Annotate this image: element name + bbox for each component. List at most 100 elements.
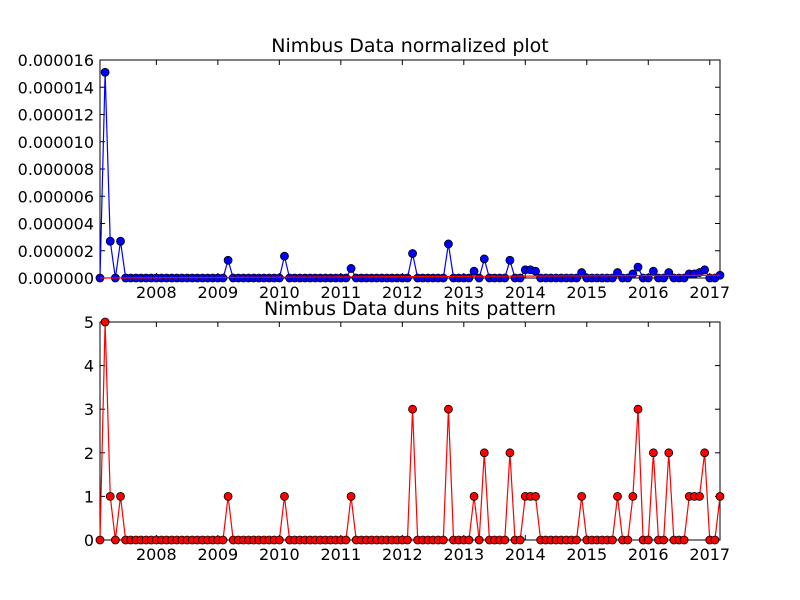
x-tick-label: 2009 bbox=[197, 545, 238, 564]
x-tick-label: 2011 bbox=[320, 283, 361, 302]
y-tick-label: 2 bbox=[84, 444, 94, 463]
data-point bbox=[479, 254, 489, 264]
data-point bbox=[444, 404, 453, 414]
data-point bbox=[648, 448, 658, 458]
duns-hits-panel: Nimbus Data duns hits pattern 0 1 2 3 4 5 2008… bbox=[84, 298, 730, 564]
x-tick-label: 2017 bbox=[689, 545, 730, 564]
x-tick-label: 2015 bbox=[566, 283, 607, 302]
data-point bbox=[341, 273, 351, 283]
data-point bbox=[577, 268, 587, 277]
data-point bbox=[116, 236, 125, 246]
data-point bbox=[105, 236, 115, 246]
data-point bbox=[500, 273, 510, 283]
data-point bbox=[531, 266, 540, 276]
x-tick-label: 2014 bbox=[505, 545, 546, 564]
y-tick-label: 1 bbox=[84, 487, 94, 506]
y-tick-label: 0.000000 bbox=[18, 269, 94, 288]
data-point bbox=[105, 491, 115, 501]
data-point bbox=[408, 404, 417, 414]
y-tick-label: 0.000010 bbox=[18, 133, 94, 152]
data-point bbox=[474, 273, 484, 283]
data-point bbox=[110, 535, 120, 545]
x-tick-label: 2012 bbox=[382, 545, 423, 564]
data-point bbox=[408, 249, 417, 258]
x-tick-label: 2013 bbox=[443, 545, 484, 564]
x-tick-label: 2015 bbox=[566, 545, 607, 564]
y-tick-label: 0.000002 bbox=[18, 242, 94, 261]
chart-title: Nimbus Data duns hits pattern bbox=[264, 298, 556, 320]
data-point bbox=[341, 535, 351, 545]
data-point bbox=[438, 273, 448, 283]
x-tick-label: 2016 bbox=[628, 545, 669, 564]
data-point bbox=[700, 448, 710, 458]
data-point bbox=[623, 535, 633, 545]
data-point bbox=[633, 404, 643, 414]
x-tick-label: 2016 bbox=[628, 283, 669, 302]
data-point bbox=[715, 491, 725, 501]
x-tick-label: 2010 bbox=[259, 283, 300, 302]
data-point bbox=[700, 265, 710, 275]
x-tick-label: 2017 bbox=[689, 283, 730, 302]
data-point bbox=[223, 491, 233, 501]
x-tick-label: 2011 bbox=[320, 545, 361, 564]
x-tick-label: 2010 bbox=[259, 545, 300, 564]
data-point bbox=[403, 273, 412, 283]
y-tick-label: 0.000004 bbox=[18, 215, 94, 234]
data-point bbox=[664, 268, 674, 277]
x-tick-label: 2013 bbox=[443, 283, 484, 302]
data-point bbox=[474, 535, 484, 545]
data-point bbox=[505, 448, 515, 458]
data-point bbox=[274, 535, 284, 545]
data-point bbox=[280, 251, 289, 261]
data-point bbox=[613, 268, 622, 277]
data-point bbox=[710, 535, 720, 545]
y-tick-label: 0.000006 bbox=[18, 187, 94, 206]
data-point bbox=[438, 535, 448, 545]
x-tick-label: 2008 bbox=[136, 545, 177, 564]
data-point bbox=[346, 264, 356, 273]
y-tick-label: 4 bbox=[84, 357, 94, 376]
data-point bbox=[223, 255, 233, 265]
data-point bbox=[116, 491, 125, 501]
data-point bbox=[572, 535, 581, 545]
data-point bbox=[515, 535, 525, 545]
data-point bbox=[613, 491, 622, 501]
data-point bbox=[505, 255, 515, 265]
x-tick-label: 2009 bbox=[197, 283, 238, 302]
data-point bbox=[346, 491, 356, 501]
data-point bbox=[218, 535, 228, 545]
y-tick-label: 0.000012 bbox=[18, 106, 94, 125]
y-tick-label: 0.000014 bbox=[18, 78, 94, 97]
x-tick-label: 2008 bbox=[136, 283, 177, 302]
data-point bbox=[695, 491, 704, 501]
y-tick-label: 0.000016 bbox=[18, 51, 94, 70]
data-point bbox=[464, 273, 474, 283]
data-point bbox=[469, 491, 479, 501]
y-tick-label: 5 bbox=[84, 313, 94, 332]
data-point bbox=[648, 266, 658, 276]
y-tick-label: 0 bbox=[84, 531, 94, 550]
data-point bbox=[95, 535, 105, 545]
chart-title: Nimbus Data normalized plot bbox=[271, 35, 548, 57]
data-point bbox=[608, 535, 617, 545]
data-point bbox=[679, 535, 689, 545]
data-point bbox=[403, 535, 412, 545]
y-tick-label: 0.000008 bbox=[18, 160, 94, 179]
data-point bbox=[515, 273, 525, 283]
data-point bbox=[659, 535, 669, 545]
data-point bbox=[664, 448, 674, 458]
data-point bbox=[633, 262, 643, 272]
data-point bbox=[500, 535, 510, 545]
data-point bbox=[531, 491, 540, 501]
data-point bbox=[444, 239, 453, 249]
data-point bbox=[464, 535, 474, 545]
normalized-plot-panel: Nimbus Data normalized plot 0.000000 0.00… bbox=[18, 35, 730, 302]
y-tick-label: 3 bbox=[84, 400, 94, 419]
data-point bbox=[628, 491, 638, 501]
x-tick-label: 2014 bbox=[505, 283, 546, 302]
data-point bbox=[479, 448, 489, 458]
series-line bbox=[99, 274, 721, 279]
data-point bbox=[100, 317, 110, 327]
